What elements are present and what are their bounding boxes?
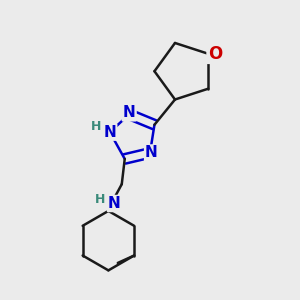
Text: N: N <box>123 105 136 120</box>
Text: O: O <box>208 45 222 63</box>
Text: H: H <box>90 120 101 133</box>
Text: H: H <box>95 194 105 206</box>
Text: N: N <box>145 146 158 160</box>
Text: N: N <box>108 196 121 211</box>
Text: N: N <box>103 125 116 140</box>
